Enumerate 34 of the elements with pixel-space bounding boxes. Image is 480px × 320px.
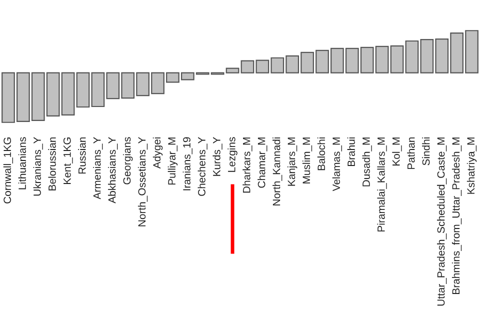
x-tick-label: Dusadh_M	[362, 138, 372, 186]
x-tick-label: Kent_1KG	[63, 138, 73, 184]
x-tick-label: Dharkars_M	[242, 138, 252, 193]
x-tick-label: Armenians_Y	[93, 136, 103, 200]
x-tick-label: Chamar_M	[258, 138, 268, 188]
x-tick-label: Cornwall_1KG	[3, 138, 13, 204]
x-tick-label: Pulliyar_M	[168, 138, 178, 185]
x-tick-label: Kol_M	[392, 138, 402, 166]
x-tick-label: Uttar_Pradesh_Scheduled_Caste_M	[437, 138, 447, 306]
x-tick-label: Kurds_Y	[212, 136, 222, 176]
x-tick-label: Kanjars_M	[287, 138, 298, 186]
x-tick-label: Adygei	[152, 137, 163, 169]
x-tick-label: Lithuanians	[18, 137, 26, 190]
x-tick-label: Kshatriya_M	[466, 138, 477, 194]
x-tick-label: Iranians_19	[182, 137, 192, 190]
x-tick-label: North_Ossetians_Y	[138, 136, 148, 226]
x-tick-label: Piramalai_Kallars_M	[377, 138, 387, 232]
x-tick-label: North_Kannadi	[272, 137, 282, 206]
x-tick-label: Brahmins_from_Uttar_Pradesh_M	[452, 138, 462, 294]
bar	[76, 72, 90, 108]
x-tick-label: Georgians	[122, 137, 133, 184]
x-tick-label: Chechens_Y	[198, 136, 208, 196]
x-tick-label: Brahui	[347, 137, 355, 166]
x-tick-label: Velamas_M	[332, 138, 342, 192]
x-tick-label: Abkhasians_Y	[108, 136, 118, 204]
x-tick-label: Ukranians_Y	[33, 136, 43, 196]
x-tick-label: Russian	[78, 137, 86, 174]
x-tick-label: Pathan	[407, 137, 415, 169]
x-tick-label: Balochi	[317, 137, 326, 170]
x-tick-label: Lezgins	[228, 137, 238, 172]
x-tick-label: Sindhi	[422, 137, 430, 166]
x-tick-label: Muslim_M	[302, 138, 312, 184]
x-tick-label: Belorussian	[48, 137, 56, 190]
bar	[390, 45, 404, 74]
